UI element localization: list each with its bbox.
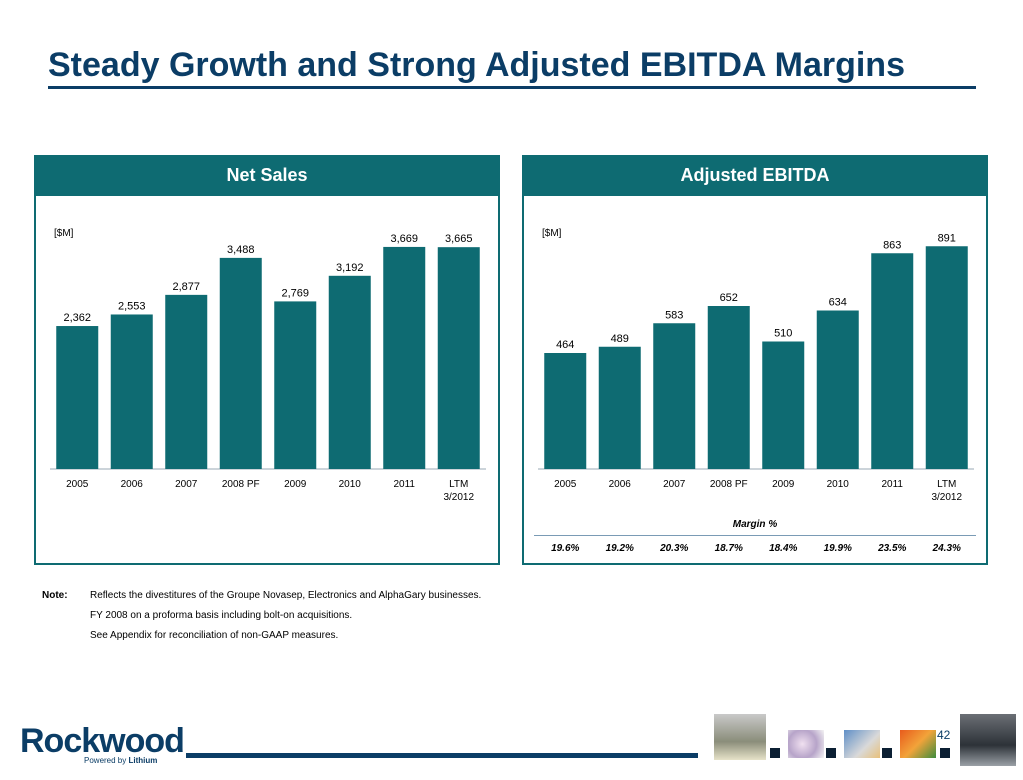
bar-2011 [871,253,914,469]
bar-2008-pf [707,306,750,469]
x-tick-label: 2009 [284,479,307,490]
data-label: 489 [611,333,629,345]
margin-value: 19.6% [551,543,580,554]
margin-value: 20.3% [660,543,689,554]
bar-2006 [110,314,153,469]
x-tick-label: 2009 [772,479,795,490]
note-label: Note: [42,590,68,601]
x-tick-label: 2005 [554,479,577,490]
footer-square-icon [940,748,950,758]
data-label: 634 [829,297,847,309]
data-label: 2,877 [172,281,200,293]
margin-value: 18.7% [714,543,743,554]
spheres-image [788,730,824,758]
data-label: 3,488 [227,244,255,256]
bar-ltm-3-2012 [437,247,480,469]
bar-2009 [274,301,317,469]
margin-value: 23.5% [878,543,907,554]
unit-label: [$M] [542,228,562,239]
note-line: Reflects the divestitures of the Groupe … [90,590,482,601]
net-sales-panel: Net Sales [$M] 2,362 2005 2,553 2006 2,877 200… [34,155,500,565]
data-label: 2,769 [281,287,309,299]
footer-square-icon [826,748,836,758]
data-label: 3,192 [336,262,364,274]
data-label: 863 [883,239,901,251]
bar-2009 [762,341,805,469]
x-tick-label: 2010 [339,479,362,490]
margin-title: Margin % [732,519,778,530]
pigments-image [900,730,936,758]
data-label: 3,665 [445,233,473,245]
unit-label: [$M] [54,228,74,239]
x-tick-label: 2006 [609,479,632,490]
adjusted-ebitda-panel-title: Adjusted EBITDA [524,157,986,196]
bar-2008-pf [219,257,262,469]
bar-ltm-3-2012 [925,246,968,469]
margin-value: 19.9% [823,543,852,554]
x-tick-label: 2008 PF [222,479,260,490]
x-tick-label: 2011 [881,479,903,490]
bar-2005 [56,326,99,469]
margin-value: 18.4% [769,543,798,554]
x-tick-label: 2005 [66,479,89,490]
x-tick-label: 2007 [175,479,198,490]
note-line: See Appendix for reconciliation of non-G… [90,630,339,641]
bar-2010 [816,310,859,469]
data-label: 510 [774,328,792,340]
logo-tagline-prefix: Powered by [84,756,127,765]
bar-2007 [653,323,696,469]
margin-value: 24.3% [932,543,961,554]
logo-wordmark: Rockwood [20,722,185,760]
rockwood-logo: Rockwood Powered by Lithium [20,722,185,765]
bar-2005 [544,353,587,469]
logo-tagline-brand: Lithium [128,756,158,765]
bar-2011 [383,246,426,469]
margin-value: 19.2% [605,543,634,554]
footer-square-icon [770,748,780,758]
x-tick-label: 3/2012 [931,492,962,503]
bar-2010 [328,275,371,469]
x-tick-label: 3/2012 [443,492,474,503]
data-label: 3,669 [390,233,418,245]
adjusted-ebitda-panel: Adjusted EBITDA [$M] 464 2005 489 2006 583 200… [522,155,988,565]
data-label: 2,362 [63,312,91,324]
x-tick-label: 2007 [663,479,686,490]
net-sales-panel-title: Net Sales [36,157,498,196]
lab-flask-image [714,714,766,760]
x-tick-label: 2008 PF [710,479,748,490]
data-label: 583 [665,309,683,321]
margin-row: Margin % 19.6% 19.2% 20.3% 18.7% 18.4% 19.9% 2… [534,519,976,559]
bar-2007 [165,294,208,469]
page-number: 42 [937,728,951,742]
x-tick-label: LTM [449,479,468,490]
adjusted-ebitda-chart: [$M] 464 2005 489 2006 583 2007 652 2008 PF 510 20… [538,228,974,503]
data-label: 464 [556,339,574,351]
x-tick-label: LTM [937,479,956,490]
x-tick-label: 2010 [827,479,850,490]
net-sales-chart: [$M] 2,362 2005 2,553 2006 2,877 2007 3,488 2008… [50,228,486,503]
note-line: FY 2008 on a proforma basis including bo… [90,610,353,621]
footer-square-icon [882,748,892,758]
bar-2006 [598,346,641,469]
title-underline [48,86,976,89]
margin-divider [534,535,976,536]
data-label: 652 [720,292,738,304]
slide-title: Steady Growth and Strong Adjusted EBITDA… [48,46,905,84]
materials-image [844,730,880,758]
x-tick-label: 2011 [393,479,415,490]
logo-tagline: Powered by Lithium [84,756,184,765]
footer-bar [186,753,698,758]
x-tick-label: 2006 [121,479,144,490]
data-label: 2,553 [118,300,146,312]
car-image [960,714,1016,766]
data-label: 891 [938,232,956,244]
